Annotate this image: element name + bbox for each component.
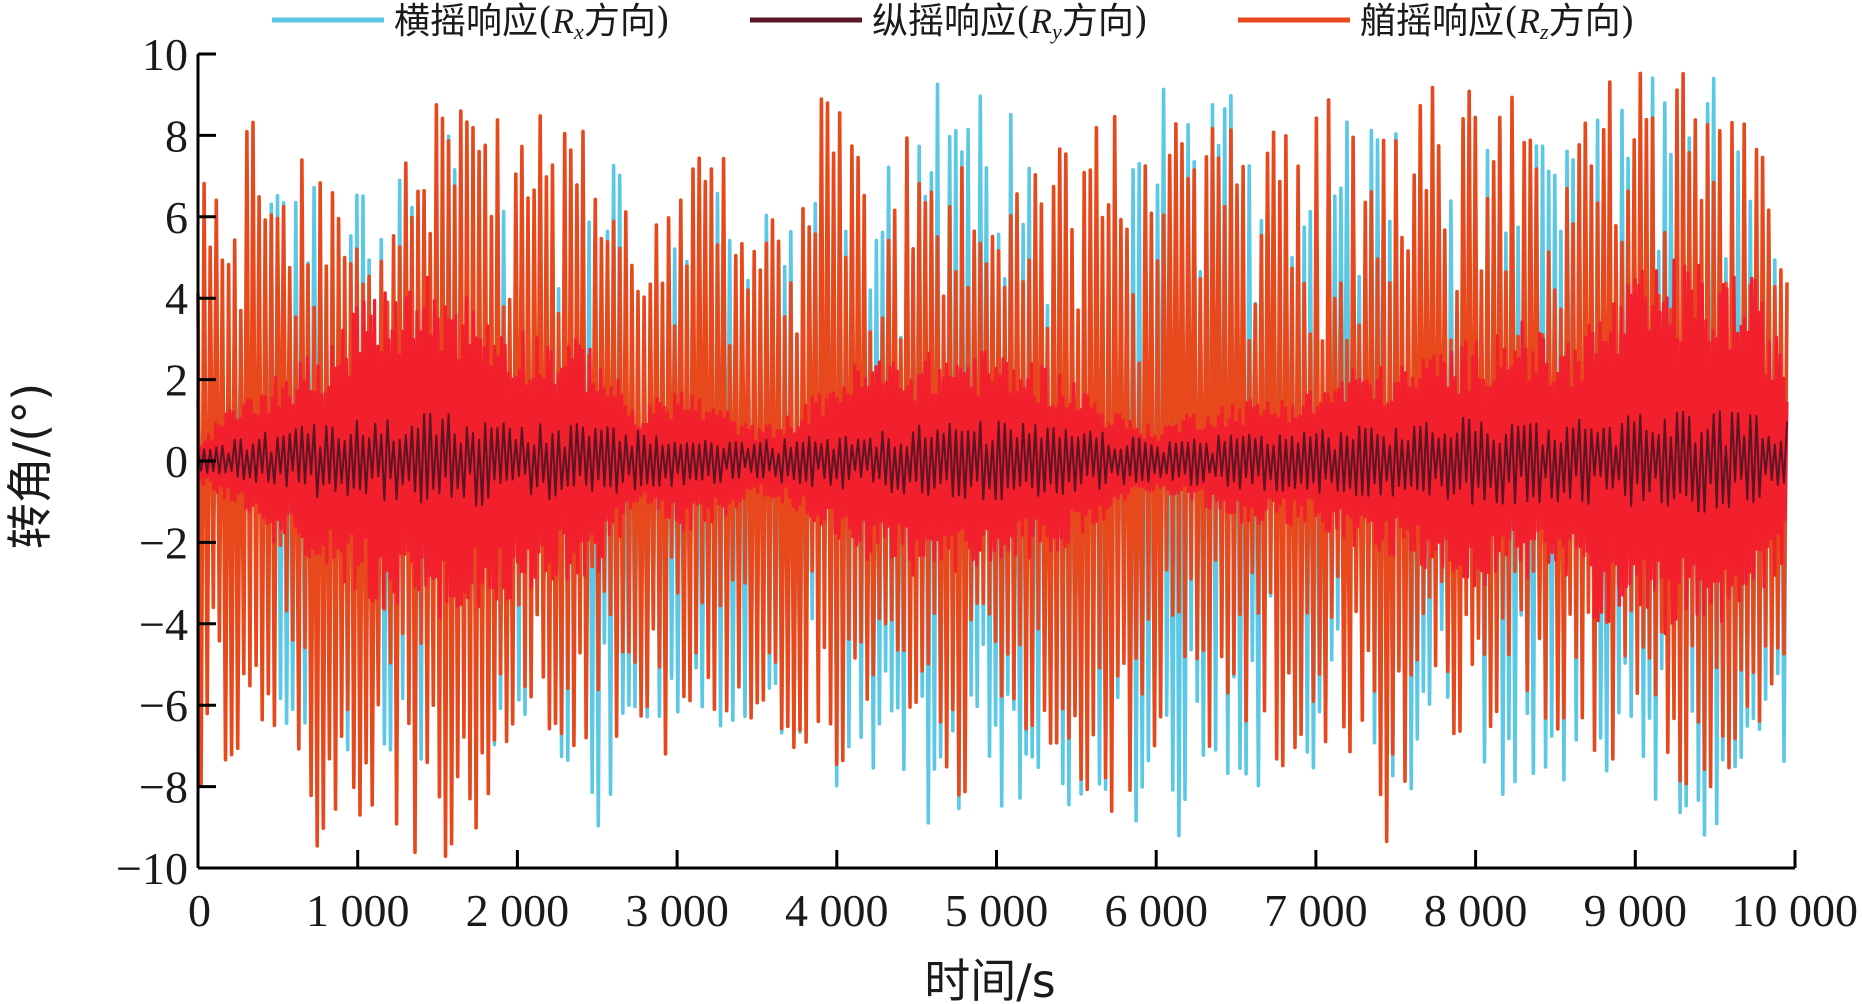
y-tick-label: 0 — [165, 436, 188, 487]
x-tick-label: 4 000 — [785, 885, 889, 936]
x-tick-label: 0 — [188, 885, 211, 936]
x-tick-label: 5 000 — [945, 885, 1049, 936]
legend-label: 艏摇响应(Rz方向) — [1360, 1, 1635, 44]
legend-label: 纵摇响应(Ry方向) — [872, 1, 1148, 44]
x-axis-title: 时间/s — [924, 954, 1055, 1004]
y-axis-title: 转角/(°) — [3, 383, 57, 549]
y-tick-label: 6 — [165, 192, 188, 243]
y-tick-label: −4 — [139, 599, 188, 650]
x-tick-label: 3 000 — [625, 885, 729, 936]
y-tick-label: 4 — [165, 273, 188, 324]
y-tick-label: 8 — [165, 110, 188, 161]
axes: −10 −8 −6 −4 −2 0 2 4 6 8 10 0 1 000 2 000 3 000 4 000 5… — [116, 29, 1858, 936]
x-tick-label: 10 000 — [1732, 885, 1859, 936]
legend: 横摇响应(Rx方向) 纵摇响应(Ry方向) 艏摇响应(Rz方向) — [272, 1, 1635, 44]
y-tick-label: −2 — [139, 517, 188, 568]
legend-label: 横摇响应(Rx方向) — [394, 1, 670, 44]
y-tick-label: −10 — [116, 843, 188, 894]
x-tick-label: 7 000 — [1264, 885, 1368, 936]
y-tick-label: 2 — [165, 355, 188, 406]
series-line-2 — [197, 410, 1788, 513]
x-tick-label: 2 000 — [466, 885, 570, 936]
x-tick-label: 8 000 — [1424, 885, 1528, 936]
series-line-4 — [196, 258, 1789, 636]
y-tick-label: −6 — [139, 680, 188, 731]
series-layer — [196, 71, 1789, 859]
x-tick-label: 1 000 — [306, 885, 410, 936]
y-tick-label: −8 — [139, 762, 188, 813]
x-tick-label: 9 000 — [1584, 885, 1688, 936]
x-tick-label: 6 000 — [1104, 885, 1208, 936]
y-tick-label: 10 — [142, 29, 188, 80]
